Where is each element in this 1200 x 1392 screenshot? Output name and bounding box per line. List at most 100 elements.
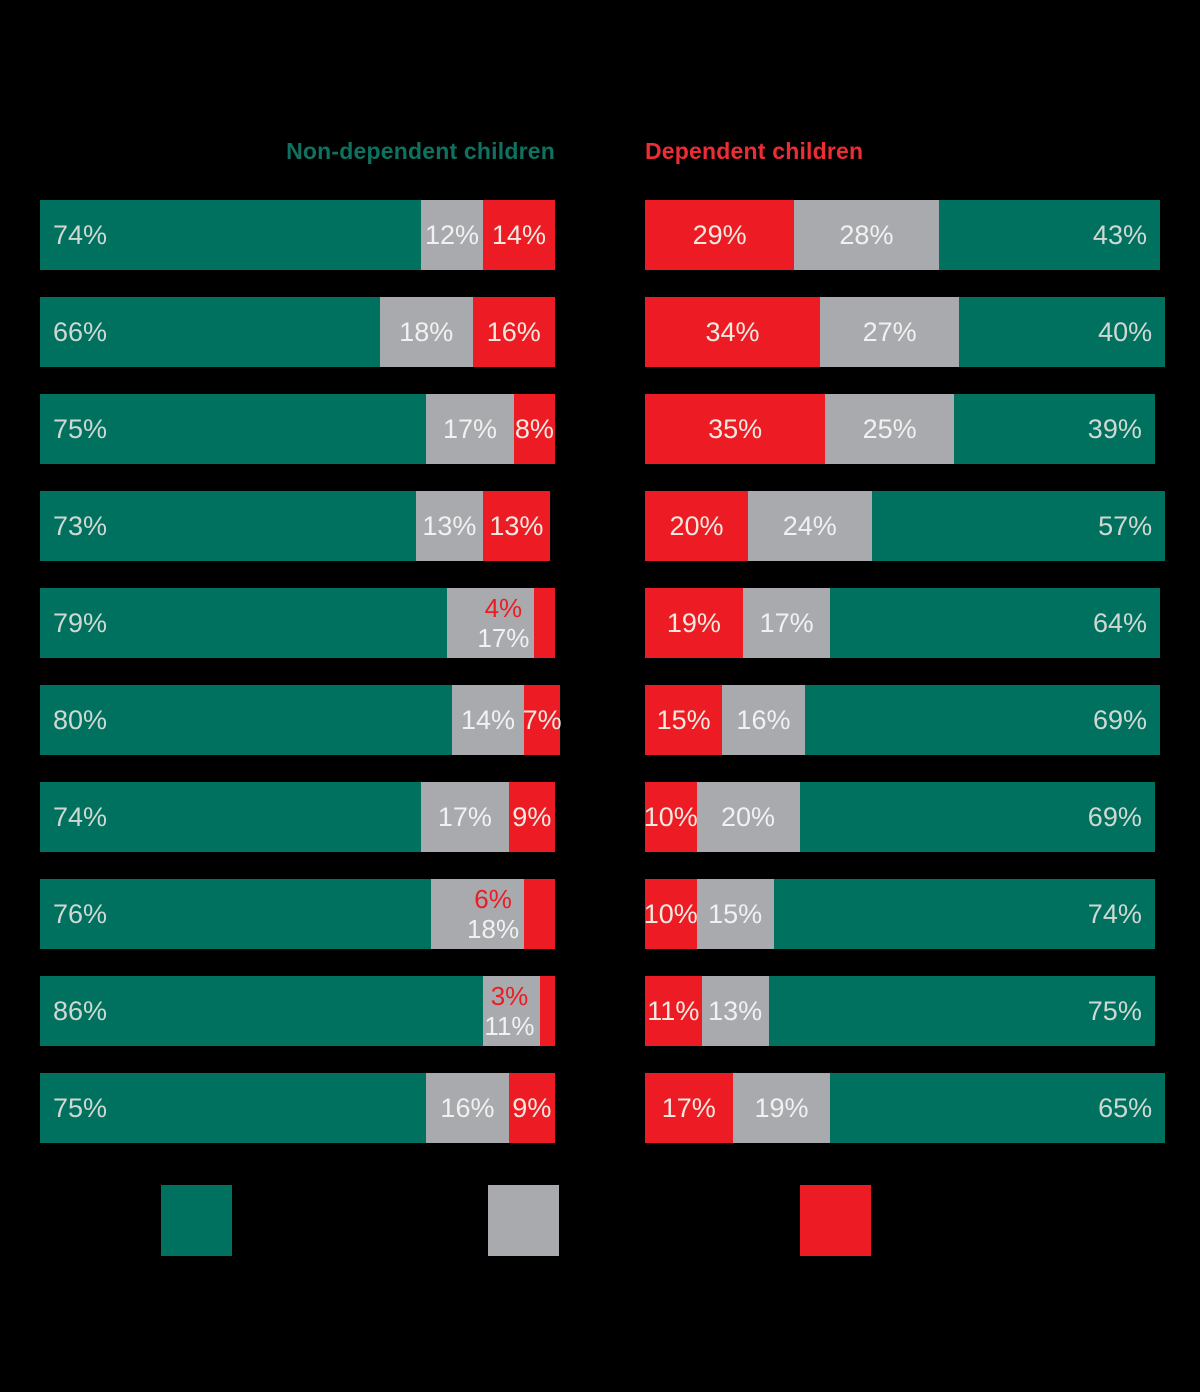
bar-segment-green: 69% (804, 685, 1160, 755)
small-red-segment-label: 4% (484, 593, 523, 623)
bar-segment-label: 35% (708, 413, 763, 444)
bar-segment-green: 80% (40, 685, 452, 755)
bar-segment-label: 80% (53, 704, 108, 735)
bar-segment-label: 69% (1087, 801, 1142, 832)
bar-segment-label: 14% (491, 219, 546, 250)
bar-segment-red: 10% (644, 782, 698, 852)
bar-segment-gray: 24% (748, 491, 872, 561)
bar-row: 74% 17% 9% (40, 782, 555, 852)
bar-segment-label: 69% (1092, 704, 1147, 735)
bar-segment-label: 25% (862, 413, 917, 444)
bar-segment-green: 75% (40, 394, 427, 464)
bar-segment-label: 74% (53, 219, 108, 250)
bar-row: 29% 28% 43% (645, 200, 1160, 270)
bar-row: 66% 18% 16% (40, 297, 555, 367)
bar-row: 20% 24% 57% (645, 491, 1166, 561)
bar-segment-red: 11% (645, 976, 702, 1046)
bar-segment-label: 76% (53, 898, 108, 929)
bar-segment-label: 10% (643, 898, 698, 929)
bar-segment-green: 40% (959, 297, 1166, 367)
bar-segment-green: 75% (40, 1073, 427, 1143)
right-column-header: Dependent children (645, 138, 864, 164)
bar-row: 15% 16% 69% (645, 685, 1160, 755)
bar-segment-label: 73% (53, 510, 108, 541)
bar-segment-label: 16% (440, 1092, 495, 1123)
bar-segment-label: 40% (1098, 316, 1153, 347)
bar-segment-green: 43% (938, 200, 1160, 270)
small-red-segment-label: 3% (490, 981, 529, 1011)
bar-segment-green: 73% (40, 491, 416, 561)
bar-segment-label: 16% (486, 316, 541, 347)
bar-segment-label: 28% (839, 219, 894, 250)
bar-segment-gray: 28% (794, 200, 939, 270)
bar-segment-green: 75% (768, 976, 1155, 1046)
bar-segment-green: 57% (871, 491, 1166, 561)
bar-segment-red: 15% (645, 685, 723, 755)
bar-segment-label: 57% (1098, 510, 1153, 541)
bar-segment-label: 19% (754, 1092, 809, 1123)
bar-segment-red: 14% (482, 200, 555, 270)
bar-row: 79% 4% 17% (40, 588, 555, 658)
bar-row: 35% 25% 39% (645, 394, 1160, 464)
bar-row: 76% 6% 18% (40, 879, 555, 949)
bar-segment-red: 13% (482, 491, 550, 561)
bar-row: 74% 12% 14% (40, 200, 555, 270)
bar-segment-red: 9% (508, 1073, 555, 1143)
bar-segment-label: 17% (443, 413, 498, 444)
bar-segment-gray: 13% (415, 491, 483, 561)
bar-segment-label: 74% (1087, 898, 1142, 929)
bar-row: 17% 19% 65% (645, 1073, 1166, 1143)
legend-swatch-red (800, 1185, 871, 1256)
gray-segment-label: 17% (477, 623, 530, 653)
bar-segment-label: 17% (437, 801, 492, 832)
bar-segment-label: 14% (461, 704, 516, 735)
stacked-segment-labels: 6% 18% (467, 884, 519, 944)
bar-segment-red: 35% (645, 394, 826, 464)
bar-segment-green: 69% (799, 782, 1155, 852)
bar-row: 80% 14% 7% (40, 685, 562, 755)
bar-segment-gray: 17% (426, 394, 514, 464)
bar-segment-gray: 16% (722, 685, 805, 755)
bar-segment-label: 17% (759, 607, 814, 638)
bar-segment-green: 65% (830, 1073, 1166, 1143)
bar-row: 86% 3% 11% (40, 976, 555, 1046)
bar-segment-gray: 16% (426, 1073, 509, 1143)
bar-segment-red: 34% (645, 297, 821, 367)
bar-segment-label: 15% (708, 898, 763, 929)
bar-segment-red: 19% (645, 588, 743, 658)
bar-segment-gray: 15% (696, 879, 774, 949)
bar-segment-label: 79% (53, 607, 108, 638)
bar-segment-gray: 13% (701, 976, 769, 1046)
bar-segment-label: 15% (656, 704, 711, 735)
bar-segment-label: 66% (53, 316, 108, 347)
bar-segment-gray: 12% (421, 200, 483, 270)
stacked-segment-labels: 3% 11% (484, 981, 534, 1041)
bar-segment-red: 7% (523, 685, 562, 755)
gray-segment-label: 11% (484, 1011, 535, 1041)
bar-segment-label: 20% (669, 510, 724, 541)
bar-segment-gray: 27% (820, 297, 960, 367)
bar-segment-label: 13% (708, 995, 763, 1026)
bar-segment-red (539, 976, 555, 1046)
chart-non-dependent-children: 74% 12% 14% 66% 18% 16% 75% 17% 8% 73% 13% 13% 79% 4%… (40, 200, 562, 1170)
small-red-segment-label: 6% (474, 884, 512, 914)
bar-segment-label: 64% (1092, 607, 1147, 638)
bar-segment-label: 17% (661, 1092, 716, 1123)
bar-segment-gray: 3% 11% (482, 976, 540, 1046)
legend-swatch-gray (488, 1185, 559, 1256)
bar-segment-green: 66% (40, 297, 380, 367)
bar-segment-red: 9% (508, 782, 555, 852)
bar-segment-red (524, 879, 555, 949)
bar-segment-label: 29% (692, 219, 747, 250)
bar-segment-green: 74% (773, 879, 1155, 949)
bar-row: 75% 16% 9% (40, 1073, 555, 1143)
bar-segment-label: 24% (782, 510, 837, 541)
bar-segment-gray: 17% (742, 588, 831, 658)
gray-segment-label: 18% (467, 914, 520, 944)
bar-segment-green: 74% (40, 200, 422, 270)
bar-segment-green: 76% (40, 879, 432, 949)
bar-segment-gray: 17% (421, 782, 509, 852)
chart-dependent-children: 29% 28% 43% 34% 27% 40% 35% 25% 39% 20% 24% 57% 19% 1… (643, 200, 1166, 1170)
bar-segment-label: 19% (666, 607, 721, 638)
